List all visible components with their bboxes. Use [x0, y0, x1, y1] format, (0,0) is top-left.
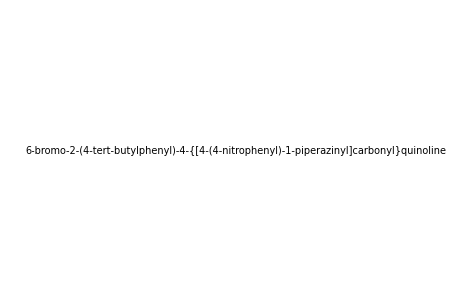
Text: 6-bromo-2-(4-tert-butylphenyl)-4-{[4-(4-nitrophenyl)-1-piperazinyl]carbonyl}quin: 6-bromo-2-(4-tert-butylphenyl)-4-{[4-(4-…: [25, 146, 445, 157]
